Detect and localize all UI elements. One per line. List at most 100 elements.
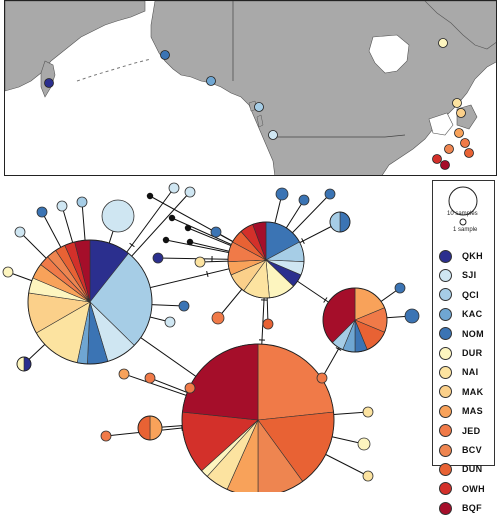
haplotype-sat-14-slice-nom: [340, 212, 350, 232]
haplotype-sat-9-slice-sji: [169, 183, 179, 193]
haplotype-sat-21-slice-nom: [395, 283, 405, 293]
haplotype-h3: [182, 344, 334, 492]
size-legend-small-label: 1 sample: [453, 227, 477, 233]
legend-swatch-kac: [439, 308, 452, 321]
map-site-qci: [255, 103, 264, 112]
legend-label-jed: JED: [462, 426, 480, 436]
legend-label-mas: MAS: [462, 406, 483, 416]
legend-item-mas: MAS: [439, 402, 483, 420]
haplotype-sat-23-slice-jed: [145, 373, 155, 383]
haplotype-sat-16: [195, 257, 205, 267]
haplotype-sat-0-slice-nom: [37, 207, 47, 217]
haplotype-sat-12-slice-nom: [299, 195, 309, 205]
legend-label-kac: KAC: [462, 309, 482, 319]
legend-item-owh: OWH: [439, 480, 485, 498]
legend-swatch-sji: [439, 269, 452, 282]
haplotype-sat-18: [263, 319, 273, 329]
legend-swatch-bqf: [439, 502, 452, 515]
haplotype-sat-25: [185, 383, 195, 393]
legend-label-qci: QCI: [462, 290, 479, 300]
haplotype-sat-0: [37, 207, 47, 217]
edge-h2-h4-tick: [324, 298, 327, 303]
haplotype-h2: [228, 222, 304, 298]
haplotype-sat-9: [169, 183, 179, 193]
legend-item-nai: NAI: [439, 363, 478, 381]
edge-h1-h2-tick: [207, 271, 208, 277]
haplotype-sat-8: [102, 200, 134, 232]
haplotype-sat-19-slice-qkh: [153, 253, 163, 263]
median-vector-4: [187, 239, 193, 245]
haplotype-sat-26-slice-dun: [138, 416, 150, 440]
size-legend-large-label: 10 samples: [447, 211, 478, 217]
haplotype-h4: [323, 288, 387, 352]
haplotype-sat-14: [330, 212, 350, 232]
legend-item-bcv: BCV: [439, 441, 482, 459]
map-site-nom: [161, 51, 170, 60]
legend-label-qkh: QKH: [462, 251, 483, 261]
haplotype-sat-12: [299, 195, 309, 205]
map-site-mak: [457, 109, 466, 118]
haplotype-sat-3-slice-sji: [15, 227, 25, 237]
haplotype-sat-27: [101, 431, 111, 441]
haplotype-sat-10-slice-sji: [185, 187, 195, 197]
legend-item-qci: QCI: [439, 286, 479, 304]
legend-label-sji: SJI: [462, 270, 476, 280]
haplotype-sat-14-slice-qci: [330, 212, 340, 232]
legend-swatch-owh: [439, 482, 452, 495]
map-site-nai: [453, 99, 462, 108]
legend-label-nai: NAI: [462, 367, 478, 377]
map-site-bcv: [445, 145, 454, 154]
legend-item-dur: DUR: [439, 344, 482, 362]
haplotype-sat-29-slice-nai: [363, 471, 373, 481]
legend-item-qkh: QKH: [439, 247, 483, 265]
haplotype-sat-5-slice-dur: [17, 357, 24, 371]
haplotype-sat-30-slice-nai: [363, 407, 373, 417]
map-site-dun: [465, 149, 474, 158]
legend-swatch-bcv: [439, 444, 452, 457]
legend-swatch-dur: [439, 347, 452, 360]
haplotype-sat-19: [153, 253, 163, 263]
haplotype-sat-15-slice-nom: [211, 227, 221, 237]
haplotype-sat-6-slice-nom: [179, 301, 189, 311]
legend-swatch-jed: [439, 424, 452, 437]
haplotype-sat-24-slice-mas: [119, 369, 129, 379]
legend-swatch-nom: [439, 327, 452, 340]
legend-label-bcv: BCV: [462, 445, 482, 455]
haplotype-sat-25-slice-jed: [185, 383, 195, 393]
median-vector-2: [185, 225, 191, 231]
legend-swatch-qci: [439, 288, 452, 301]
haplotype-sat-7: [165, 317, 175, 327]
legend-swatch-mak: [439, 385, 452, 398]
edge-sat-9-tick: [130, 243, 135, 247]
haplotype-sat-13-slice-nom: [325, 189, 335, 199]
legend-swatch-nai: [439, 366, 452, 379]
haplotype-sat-18-slice-dun: [263, 319, 273, 329]
map-site-bqf: [441, 161, 450, 170]
haplotype-sat-2: [77, 197, 87, 207]
haplotype-sat-26: [138, 416, 162, 440]
haplotype-sat-5: [17, 357, 31, 371]
haplotype-sat-28-slice-dur: [358, 438, 370, 450]
haplotype-sat-22-slice-nom: [405, 309, 419, 323]
map-svg: [5, 1, 497, 176]
haplotype-sat-26-slice-mas: [150, 416, 162, 440]
haplotype-sat-5-slice-qkh: [24, 357, 31, 371]
sampling-map: [4, 0, 497, 176]
map-site-qkh: [45, 79, 54, 88]
legend-label-bqf: BQF: [462, 503, 482, 513]
haplotype-sat-6: [179, 301, 189, 311]
haplotype-sat-17-slice-jed: [212, 312, 224, 324]
legend-swatch-qkh: [439, 250, 452, 263]
haplotype-h1: [28, 240, 152, 364]
legend-item-sji: SJI: [439, 266, 476, 284]
haplotype-sat-3: [15, 227, 25, 237]
haplotype-sat-15: [211, 227, 221, 237]
legend-label-owh: OWH: [462, 484, 485, 494]
legend-swatch-mas: [439, 405, 452, 418]
legend-label-dur: DUR: [462, 348, 482, 358]
haplotype-sat-17: [212, 312, 224, 324]
haplotype-sat-1: [57, 201, 67, 211]
median-vector-1: [169, 215, 175, 221]
legend-swatch-dun: [439, 463, 452, 476]
haplotype-sat-21: [395, 283, 405, 293]
